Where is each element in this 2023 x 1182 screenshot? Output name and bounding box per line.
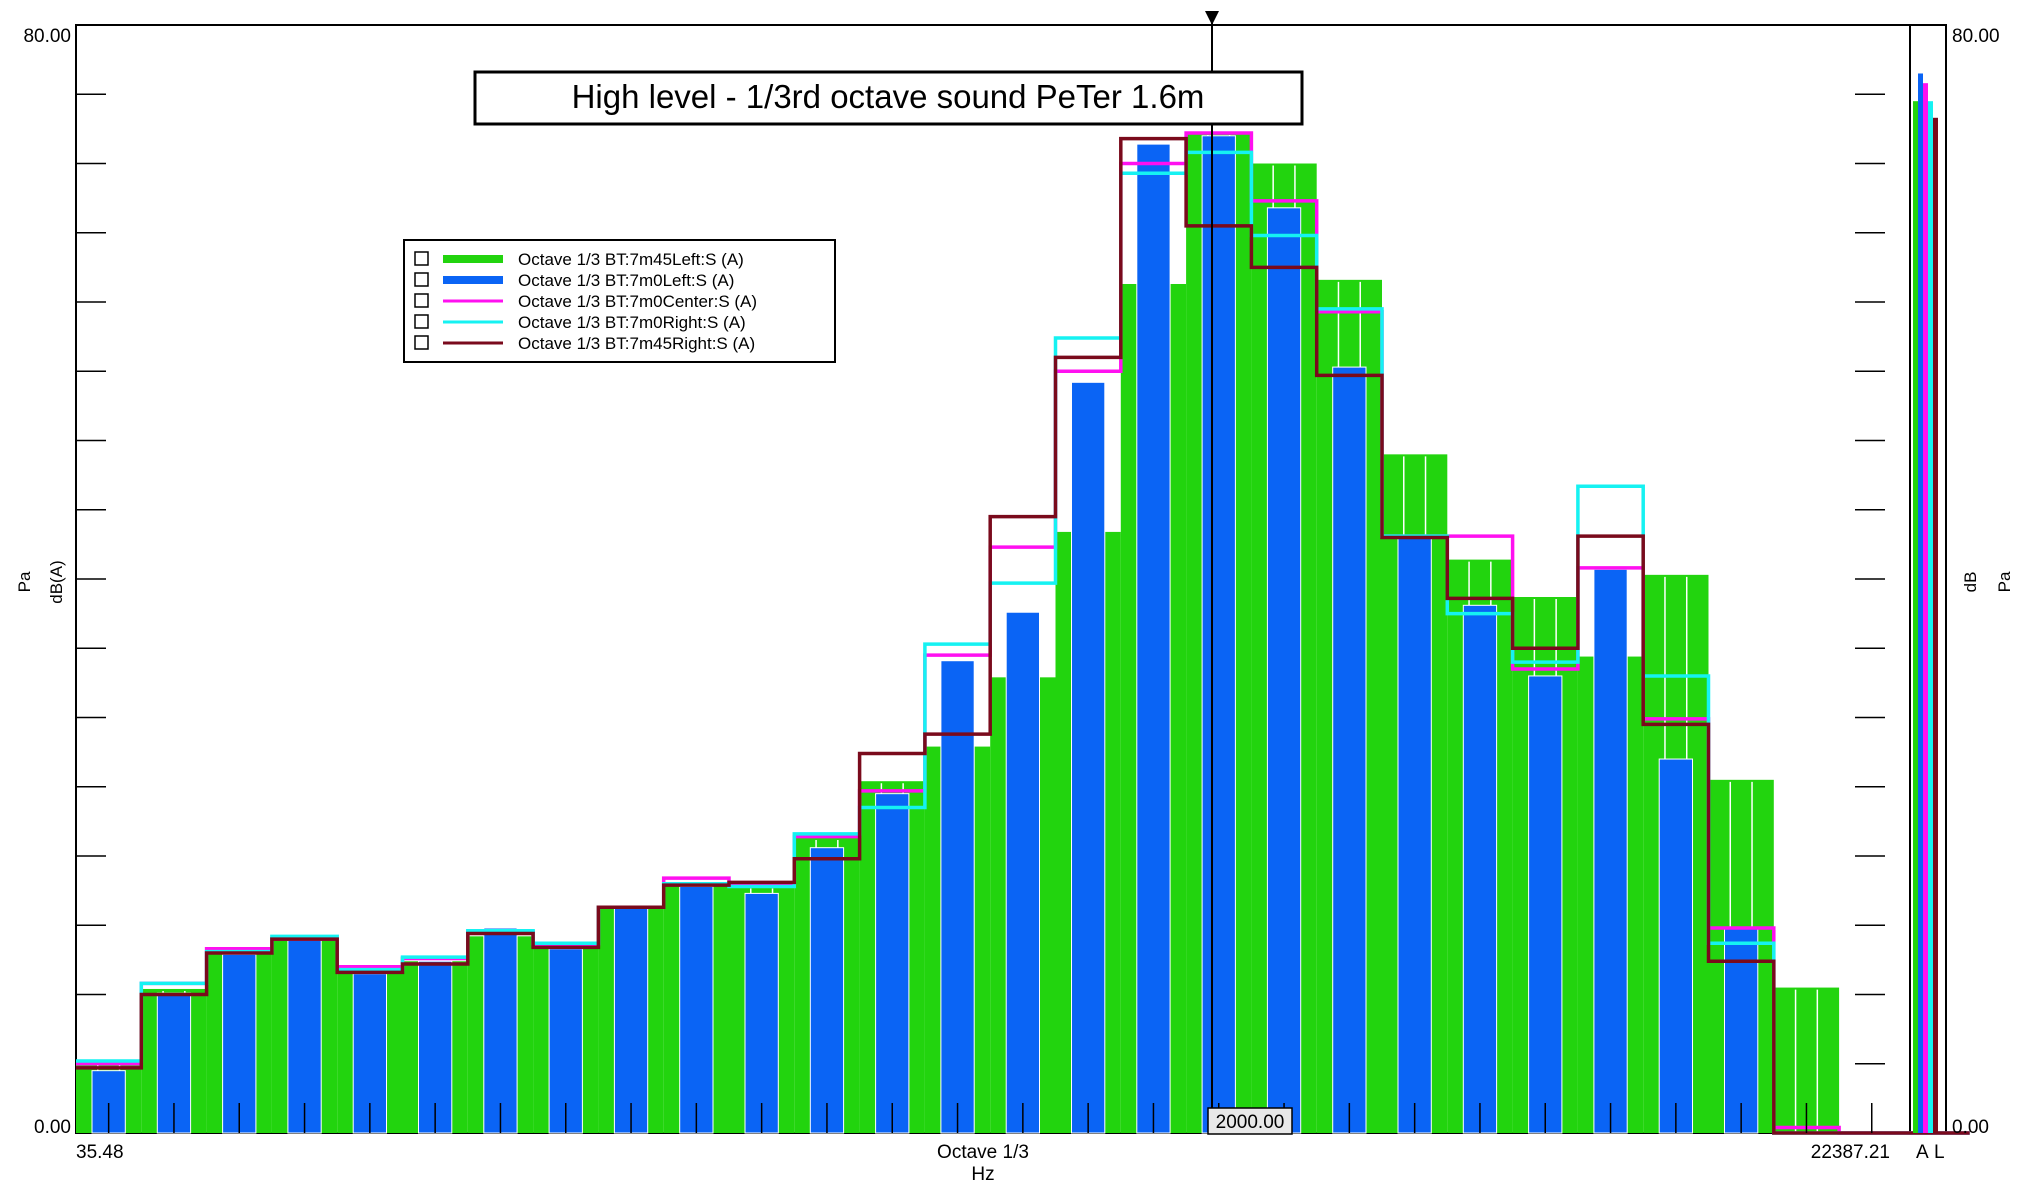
side-bar: [1928, 101, 1933, 1133]
legend-checkbox: [414, 272, 429, 287]
legend-checkbox: [414, 251, 429, 266]
legend-label: Octave 1/3 BT:7m45Left:S (A): [518, 250, 744, 269]
side-bar: [1933, 117, 1938, 1134]
bar-blue: [1071, 381, 1106, 1134]
x-end-label: 22387.21: [1811, 1142, 1890, 1163]
bar-blue: [744, 892, 779, 1134]
side-bar: [1923, 83, 1928, 1133]
bar-blue: [1528, 675, 1563, 1134]
bar-blue: [679, 885, 714, 1134]
bar-blue: [91, 1070, 126, 1134]
x-ticks: [107, 1103, 1938, 1133]
bar-blue: [809, 847, 845, 1134]
y-top-label: 80.00: [23, 26, 71, 47]
series-step-line: [76, 136, 1970, 1135]
x-axis-title: Hz: [971, 1164, 994, 1182]
bar-series: [76, 133, 1840, 1134]
legend-label: Octave 1/3 BT:7m0Center:S (A): [518, 292, 757, 311]
legend-checkbox: [414, 314, 429, 329]
side-bar-label-a: A: [1916, 1142, 1929, 1163]
y-right-top-label: 80.00: [1952, 26, 2000, 47]
bar-blue: [1397, 536, 1432, 1134]
bar-blue: [1201, 135, 1236, 1134]
side-bar-label-l: L: [1934, 1142, 1945, 1163]
bar-blue: [1005, 611, 1041, 1134]
bar-blue: [875, 793, 910, 1134]
legend-checkbox: [414, 293, 429, 308]
legend: Octave 1/3 BT:7m45Left:S (A) Octave 1/3 B…: [403, 239, 836, 363]
bar-blue: [1593, 568, 1628, 1134]
cursor-value-box: [1207, 1107, 1293, 1135]
bar-blue: [940, 660, 975, 1134]
side-bar: [1918, 73, 1923, 1134]
bar-blue: [1332, 366, 1367, 1134]
bar-blue: [287, 939, 322, 1134]
title-box: [473, 70, 1304, 126]
legend-checkbox: [414, 335, 429, 350]
legend-label: Octave 1/3 BT:7m0Right:S (A): [518, 313, 746, 332]
side-bar: [1913, 101, 1918, 1133]
bar-blue: [1136, 143, 1171, 1134]
bar-blue: [1462, 604, 1498, 1134]
y-bottom-label: 0.00: [34, 1117, 71, 1138]
cursor-marker-icon[interactable]: [1205, 11, 1219, 25]
x-mid-label: Octave 1/3: [937, 1142, 1029, 1163]
chart-title: High level - 1/3rd octave sound PeTer 1.…: [572, 78, 1205, 115]
bar-blue: [483, 927, 518, 1134]
bar-blue: [613, 906, 649, 1134]
y-right-bottom-label: 0.00: [1952, 1117, 1989, 1138]
x-start-label: 35.48: [76, 1142, 124, 1163]
side-bars: [1913, 73, 1938, 1134]
line-series: [76, 131, 1970, 1135]
y-left-label-dba: dB(A): [47, 560, 66, 603]
legend-label: Octave 1/3 BT:7m0Left:S (A): [518, 271, 734, 290]
legend-label: Octave 1/3 BT:7m45Right:S (A): [518, 334, 755, 353]
bar-blue: [1658, 758, 1693, 1134]
bar-blue: [1266, 207, 1302, 1134]
y-left-label-pa: Pa: [15, 571, 34, 592]
bar-blue: [1724, 927, 1759, 1134]
y-right-label-db: dB: [1961, 572, 1980, 593]
cursor-value-label: 2000.00: [1216, 1112, 1285, 1133]
y-ticks: [76, 93, 1885, 1065]
y-right-label-pa: Pa: [1995, 571, 2014, 592]
